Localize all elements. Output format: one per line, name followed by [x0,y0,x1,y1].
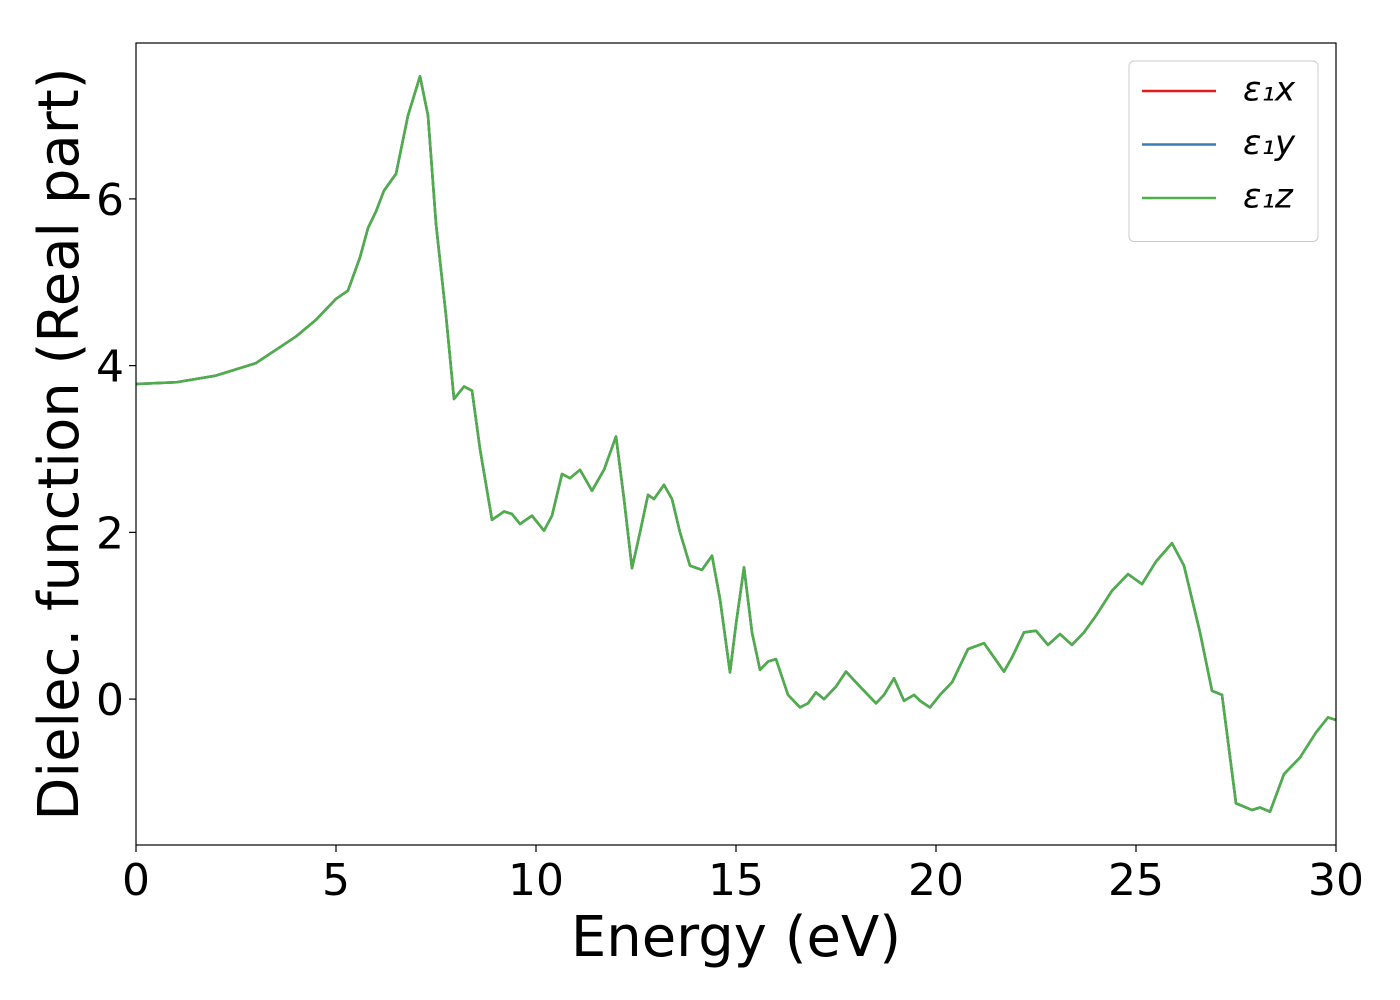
x-tick-label: 0 [122,855,150,906]
legend-label: ε₁x [1243,70,1296,110]
y-tick-label: 6 [96,175,124,226]
y-tick-label: 0 [96,675,124,726]
data-line [135,75,1337,813]
legend-box [1128,60,1319,242]
x-axis-label: Energy (eV) [571,905,901,970]
x-tick-label: 30 [1308,855,1364,906]
x-tick-label: 10 [508,855,564,906]
y-tick-label: 2 [96,508,124,559]
legend-label: ε₁z [1243,177,1294,217]
x-tick-label: 20 [908,855,964,906]
x-tick-label: 25 [1108,855,1164,906]
x-tick-label: 5 [322,855,350,906]
y-tick-label: 4 [96,342,124,393]
plot-frame [135,42,1337,846]
legend-label: ε₁y [1243,123,1296,163]
x-tick-label: 15 [708,855,764,906]
y-axis-label: Dielec. function (Real part) [27,67,92,820]
